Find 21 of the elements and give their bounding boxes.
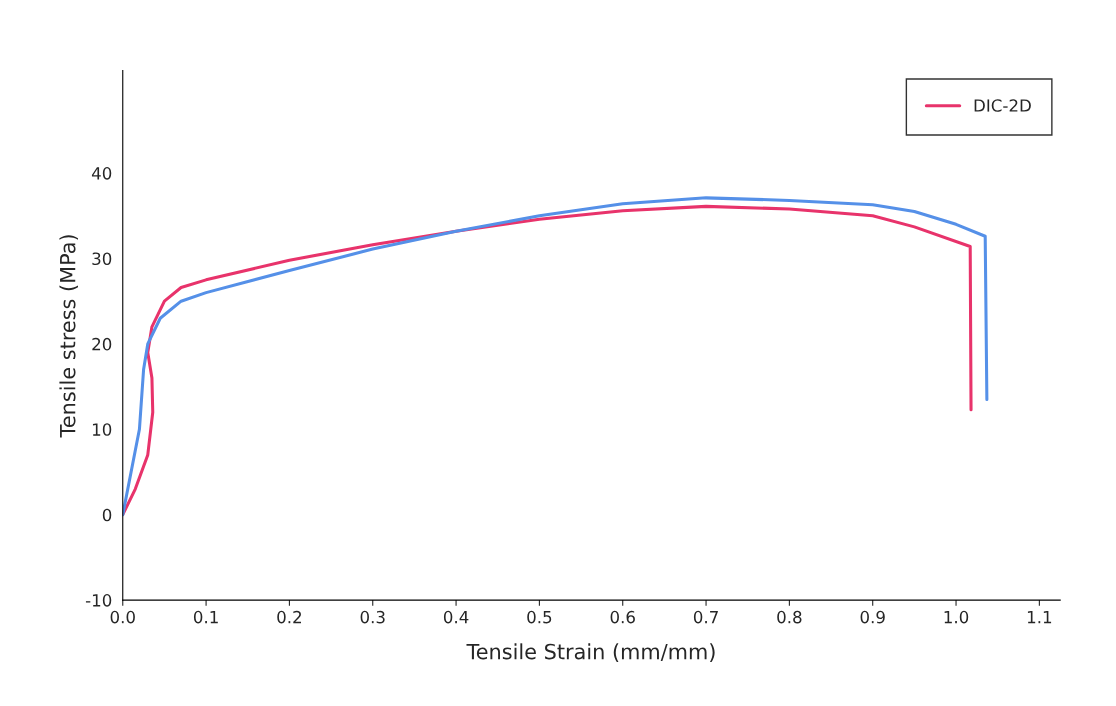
x-axis-title: Tensile Strain (mm/mm) <box>466 643 715 662</box>
x-tick-label: 0.2 <box>277 610 301 624</box>
y-tick-label: 20 <box>92 337 112 351</box>
x-tick-label: 0.6 <box>610 610 635 624</box>
y-tick-label: 30 <box>92 252 112 266</box>
legend-label: DIC-2D <box>974 99 1031 112</box>
x-tick-label: 0.9 <box>860 610 885 624</box>
y-tick-label: 40 <box>91 167 112 180</box>
y-tick-label: 10 <box>92 423 112 436</box>
x-tick-label: 1.0 <box>944 610 969 624</box>
x-tick-label: 0.3 <box>360 610 385 624</box>
x-tick-label: 0.1 <box>193 610 218 624</box>
x-tick-label: 0.4 <box>443 610 469 624</box>
x-tick-label: 0.7 <box>693 610 718 624</box>
y-tick-label: -10 <box>85 594 112 607</box>
x-tick-label: 1.1 <box>1027 611 1052 624</box>
y-axis-title: Tensile stress (MPa) <box>59 235 78 438</box>
x-tick-label: 0.0 <box>110 610 135 624</box>
y-tick-label: 0 <box>102 508 112 522</box>
x-tick-label: 0.8 <box>777 610 802 624</box>
x-tick-label: 0.5 <box>527 610 552 624</box>
